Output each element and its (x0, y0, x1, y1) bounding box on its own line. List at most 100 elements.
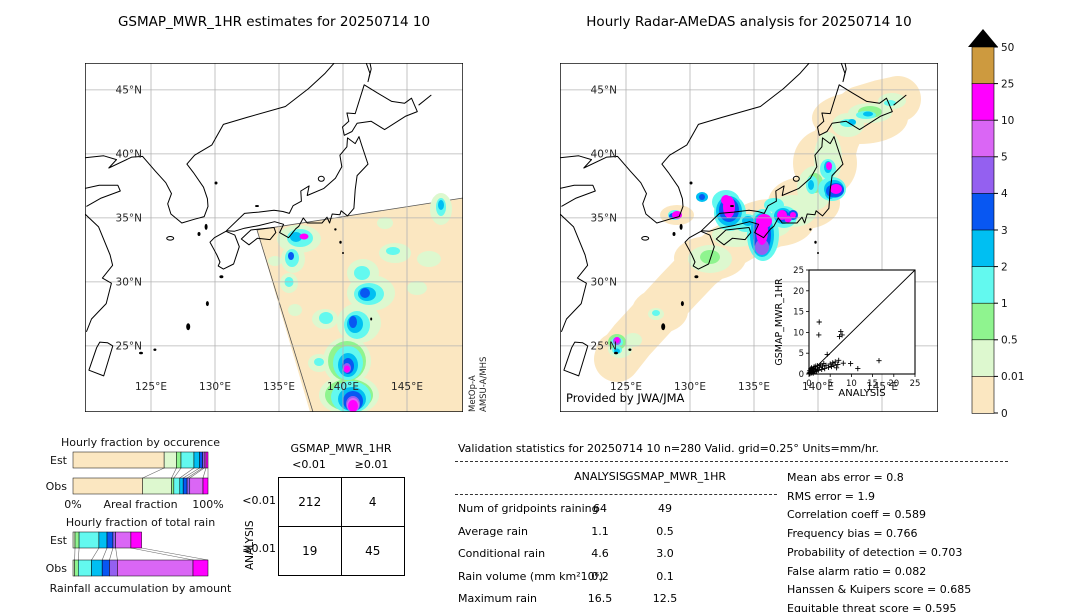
inset-y-tick-label: 5 (799, 349, 804, 359)
colorbar-segment (971, 83, 995, 121)
colorbar-segment (971, 339, 995, 378)
swath-edge (256, 197, 463, 412)
bar-segment (98, 531, 108, 549)
colorbar: 50 25 10 5 4 3 2 1 0.5 0.01 0 (968, 29, 1024, 420)
bar-segment (78, 531, 100, 549)
contingency-cell: 212 (279, 478, 342, 527)
stat-value: 3.0 (656, 547, 674, 560)
stat-label: Maximum rain (458, 592, 537, 605)
x-axis-label: Rainfall accumulation by amount (50, 582, 232, 595)
lat-label: 40°N (116, 148, 142, 160)
bar-segment (112, 531, 116, 549)
colorbar-tick-label: 1 (1001, 298, 1008, 310)
taiwan-coast (88, 341, 114, 377)
bar-segment (173, 477, 181, 495)
jeju-island (166, 236, 175, 241)
connector-line (91, 547, 100, 561)
connector-line (141, 547, 209, 561)
bar-segment (117, 559, 194, 577)
validation-col-header: GSMAP_MWR_1HR (625, 470, 727, 483)
colorbar-tick-label: 4 (1001, 188, 1008, 200)
contingency-cell: 19 (279, 526, 342, 575)
colorbar-tick-label: 0.01 (1001, 371, 1024, 383)
chart-title: Hourly fraction by occurence (61, 436, 220, 449)
inset-y-tick-label: 20 (793, 287, 804, 297)
row-label: Obs (46, 480, 68, 493)
bar-segment (109, 559, 118, 577)
bar-segment (130, 531, 142, 549)
china-coast (85, 213, 114, 332)
left-map: 45°N 40°N 35°N 30°N 25°N 125°E 130°E 135… (85, 63, 463, 412)
bar-segment (179, 477, 184, 495)
korea-mainland-coast (85, 63, 335, 224)
validation-row: Num of gridpoints raining 64 49 (455, 498, 785, 520)
connector-line (171, 467, 177, 479)
colorbar-tick-label: 0.5 (1001, 335, 1018, 347)
validation-title: Validation statistics for 20250714 10 n=… (458, 442, 879, 455)
contingency-table: GSMAP_MWR_1HR <0.01 ≥0.01 ANALYSIS <0.01… (240, 438, 460, 608)
stat-label: Conditional rain (458, 547, 546, 560)
colorbar-tick-label: 3 (1001, 225, 1008, 237)
x-tick-label: 0% (64, 498, 81, 511)
chart-title: Hourly fraction of total rain (66, 516, 215, 529)
row-label: Est (50, 454, 68, 467)
inset-x-tick-label: 15 (867, 379, 878, 389)
left-precip-layer (256, 193, 463, 412)
stat-value: 0.2 (591, 569, 609, 583)
score-line: Hanssen & Kuipers score = 0.685 (787, 583, 972, 597)
contingency-cell: 4 (341, 478, 404, 527)
colorbar-tick-label: 2 (1001, 261, 1008, 273)
validation-col-header: ANALYSIS (574, 470, 626, 483)
inset-x-tick-label: 5 (827, 379, 832, 389)
stat-value: 12.5 (652, 592, 678, 605)
score-line: Frequency bias = 0.766 (787, 527, 918, 541)
lat-label: 35°N (116, 212, 142, 224)
score-line: Mean abs error = 0.8 (787, 471, 904, 484)
bar-segment (163, 451, 177, 469)
sado-island (317, 175, 325, 182)
inset-scatter: GSMAP_MWR_1HR ANALYSIS 00 5 5 10 10 15 15 20 20 2… (774, 266, 920, 399)
rain-10-25 (299, 233, 358, 412)
inset-y-tick-label: 25 (793, 266, 804, 276)
kyushu-coast (209, 230, 240, 270)
connector-line (186, 467, 203, 479)
bar-segment (193, 451, 200, 469)
bar-segment (115, 531, 132, 549)
kuril-coast (418, 94, 432, 106)
sakhalin-coast (365, 63, 372, 83)
left-map-title: GSMAP_MWR_1HR estimates for 20250714 10 (117, 14, 431, 30)
scatter-points (806, 319, 882, 377)
stat-value: 49 (658, 502, 672, 515)
contingency-col-label: ≥0.01 (354, 458, 389, 471)
connector-line (179, 467, 195, 479)
inset-y-tick-label: 0 (799, 370, 804, 380)
inset-y-axis-label: GSMAP_MWR_1HR (774, 278, 785, 366)
lon-label: 145°E (391, 381, 423, 393)
colorbar-tick-label: 0 (1001, 408, 1008, 420)
right-map (560, 63, 938, 412)
contingency-col-title: GSMAP_MWR_1HR (290, 442, 392, 455)
lat-label: 25°N (116, 340, 142, 352)
small-islands (139, 181, 373, 355)
row-label: Est (50, 534, 68, 547)
lon-label: 125°E (135, 381, 167, 393)
validation-row: Average rain 1.1 0.5 (455, 521, 785, 543)
bar-segment (74, 531, 80, 549)
contingency-cell: 45 (365, 543, 381, 558)
colorbar-segment (971, 193, 995, 231)
connector-line (173, 467, 182, 479)
colorbar-tick-label: 50 (1001, 42, 1014, 54)
stat-value: 0.5 (656, 524, 674, 538)
bar-segment (72, 451, 165, 469)
left-map-credit: MetOp-A AMSU-A/MHS (468, 357, 489, 412)
coastlines (85, 63, 432, 377)
stat-value: 1.1 (591, 524, 609, 538)
colorbar-segment (971, 376, 995, 414)
bar-segment (176, 451, 182, 469)
connector-line (101, 547, 108, 561)
bar-segment (72, 531, 76, 549)
right-map-credit: Provided by JWA/JMA (566, 391, 685, 405)
colorbar-segment (971, 46, 995, 85)
validation-row: Rain volume (mm km²10⁶) 0.2 0.1 (455, 566, 785, 588)
